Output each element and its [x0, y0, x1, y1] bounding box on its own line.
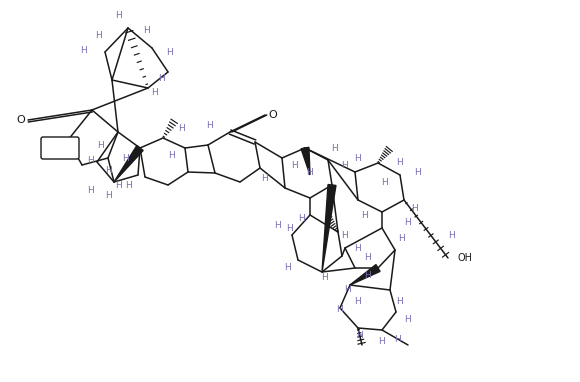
- Text: H: H: [307, 167, 313, 176]
- Text: H: H: [262, 173, 269, 183]
- Text: H: H: [397, 157, 403, 167]
- Polygon shape: [114, 146, 143, 182]
- Text: H: H: [115, 10, 121, 19]
- Text: H: H: [115, 181, 121, 189]
- Text: H: H: [151, 87, 158, 97]
- Text: H: H: [144, 26, 150, 34]
- Text: H: H: [361, 210, 368, 220]
- Text: H: H: [357, 330, 364, 340]
- Text: H: H: [332, 144, 338, 152]
- Text: H: H: [299, 214, 306, 222]
- Text: H: H: [104, 191, 111, 199]
- Text: H: H: [287, 223, 293, 233]
- Text: H: H: [292, 160, 298, 170]
- Text: H: H: [354, 298, 361, 306]
- Text: O: O: [269, 110, 277, 120]
- Text: H: H: [342, 230, 349, 240]
- Text: H: H: [166, 47, 173, 57]
- Text: H: H: [412, 204, 418, 212]
- Text: H: H: [97, 141, 103, 149]
- Text: H: H: [79, 45, 86, 55]
- Text: H: H: [206, 120, 213, 129]
- Text: H: H: [285, 264, 291, 272]
- Text: H: H: [274, 220, 281, 230]
- Text: H: H: [179, 123, 186, 133]
- Polygon shape: [350, 265, 380, 285]
- FancyBboxPatch shape: [41, 137, 79, 159]
- Text: H: H: [379, 338, 385, 346]
- Text: H: H: [382, 178, 389, 186]
- Text: H: H: [405, 217, 411, 227]
- Text: H: H: [95, 31, 102, 39]
- Polygon shape: [301, 147, 310, 175]
- Text: H: H: [354, 154, 361, 162]
- Text: H: H: [322, 274, 328, 283]
- Text: H: H: [394, 335, 401, 345]
- Text: H: H: [104, 165, 111, 175]
- Text: H: H: [398, 233, 405, 243]
- Text: H: H: [345, 285, 351, 295]
- Text: H: H: [405, 316, 411, 324]
- Text: H: H: [86, 186, 93, 194]
- Text: H: H: [86, 155, 93, 165]
- Text: H: H: [397, 298, 403, 306]
- Text: O: O: [17, 115, 26, 125]
- Text: H: H: [448, 230, 455, 240]
- Text: H: H: [365, 270, 371, 280]
- Text: H: H: [415, 167, 422, 176]
- Text: H: H: [169, 151, 175, 160]
- Text: H: H: [122, 154, 128, 162]
- Text: H: H: [336, 306, 343, 314]
- Text: H: H: [125, 181, 132, 189]
- Text: H: H: [354, 243, 361, 253]
- Text: Abs: Abs: [52, 144, 68, 152]
- Text: H: H: [365, 254, 371, 262]
- Text: H: H: [342, 160, 349, 170]
- Text: H: H: [158, 73, 165, 83]
- Polygon shape: [322, 185, 336, 272]
- Text: OH: OH: [458, 253, 473, 263]
